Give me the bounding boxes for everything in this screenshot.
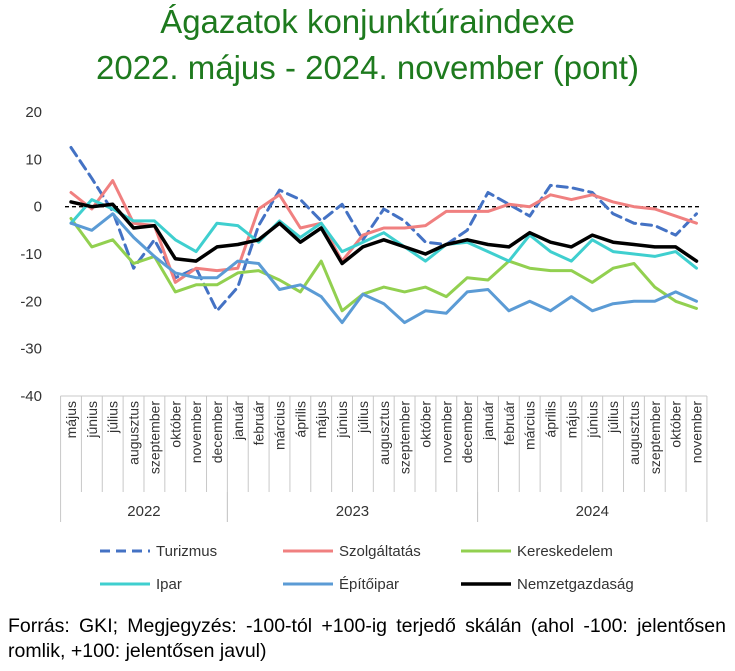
x-tick-label: augusztus (376, 401, 392, 465)
series-line-szolgaltatas (69, 179, 698, 284)
x-tick-label: február (501, 401, 517, 446)
chart-title-line-2: 2022. május - 2024. november (pont) (96, 49, 639, 86)
x-tick-label: március (272, 401, 288, 450)
y-tick-label: -40 (20, 388, 42, 405)
series-line-kereskedelem (69, 217, 698, 313)
x-tick-label: március (522, 401, 538, 450)
x-tick-label: május (563, 401, 579, 438)
line-chart: 20 10 0 -10 -20 -30 -40 2022 2023 2024 május június… (20, 104, 708, 593)
x-tick-label: november (438, 401, 454, 464)
x-tick-label: április (292, 401, 308, 438)
legend-label-ipar: Ipar (156, 576, 182, 593)
series-line-epitoipar (69, 212, 698, 325)
x-tick-label: november (689, 401, 705, 464)
series-line-nemzetgazdasag (69, 200, 699, 266)
y-tick-label: -30 (20, 341, 42, 358)
x-tick-label: május (63, 401, 79, 438)
x-tick-label: október (167, 401, 183, 448)
chart-title-line-1: Ágazatok konjunktúraindexe (160, 3, 575, 40)
series-line-ipar (69, 198, 698, 270)
y-tick-label: -10 (20, 246, 42, 263)
x-tick-label: július (605, 401, 621, 434)
x-tick-label: szeptember (397, 401, 413, 474)
legend-label-kereskedelem: Kereskedelem (517, 543, 613, 560)
x-tick-label: július (355, 401, 371, 434)
year-label: 2023 (336, 503, 369, 520)
x-tick-label: október (668, 401, 684, 448)
legend-label-nemzetgazdasag: Nemzetgazdaság (517, 576, 634, 593)
x-tick-label: augusztus (626, 401, 642, 465)
x-tick-label: december (459, 401, 475, 464)
x-tick-label: június (584, 401, 600, 439)
x-tick-label: szeptember (146, 401, 162, 474)
x-tick-label: július (105, 401, 121, 434)
y-tick-label: 20 (25, 104, 42, 121)
x-tick-label: augusztus (126, 401, 142, 465)
y-tick-label: -20 (20, 293, 42, 310)
y-tick-label: 10 (25, 151, 42, 168)
y-tick-label: 0 (34, 199, 42, 216)
x-tick-label: november (188, 401, 204, 464)
x-tick-label: október (417, 401, 433, 448)
x-tick-label: január (230, 401, 246, 441)
x-tick-label: szeptember (647, 401, 663, 474)
legend-label-epitoipar: Építőipar (339, 576, 399, 593)
x-tick-label: január (480, 401, 496, 441)
x-tick-label: december (209, 401, 225, 464)
year-label: 2022 (127, 503, 160, 520)
x-tick-label: május (313, 401, 329, 438)
x-tick-label: február (251, 401, 267, 446)
x-tick-label: június (84, 401, 100, 439)
x-tick-label: április (543, 401, 559, 438)
x-tick-label: június (334, 401, 350, 439)
series-line-turizmus (69, 146, 698, 313)
source-note: Forrás: GKI; Megjegyzés: -100-tól +100-i… (8, 615, 726, 662)
legend-label-szolgaltatas: Szolgáltatás (339, 543, 421, 560)
legend-label-turizmus: Turizmus (156, 543, 217, 560)
year-label: 2024 (576, 503, 609, 520)
